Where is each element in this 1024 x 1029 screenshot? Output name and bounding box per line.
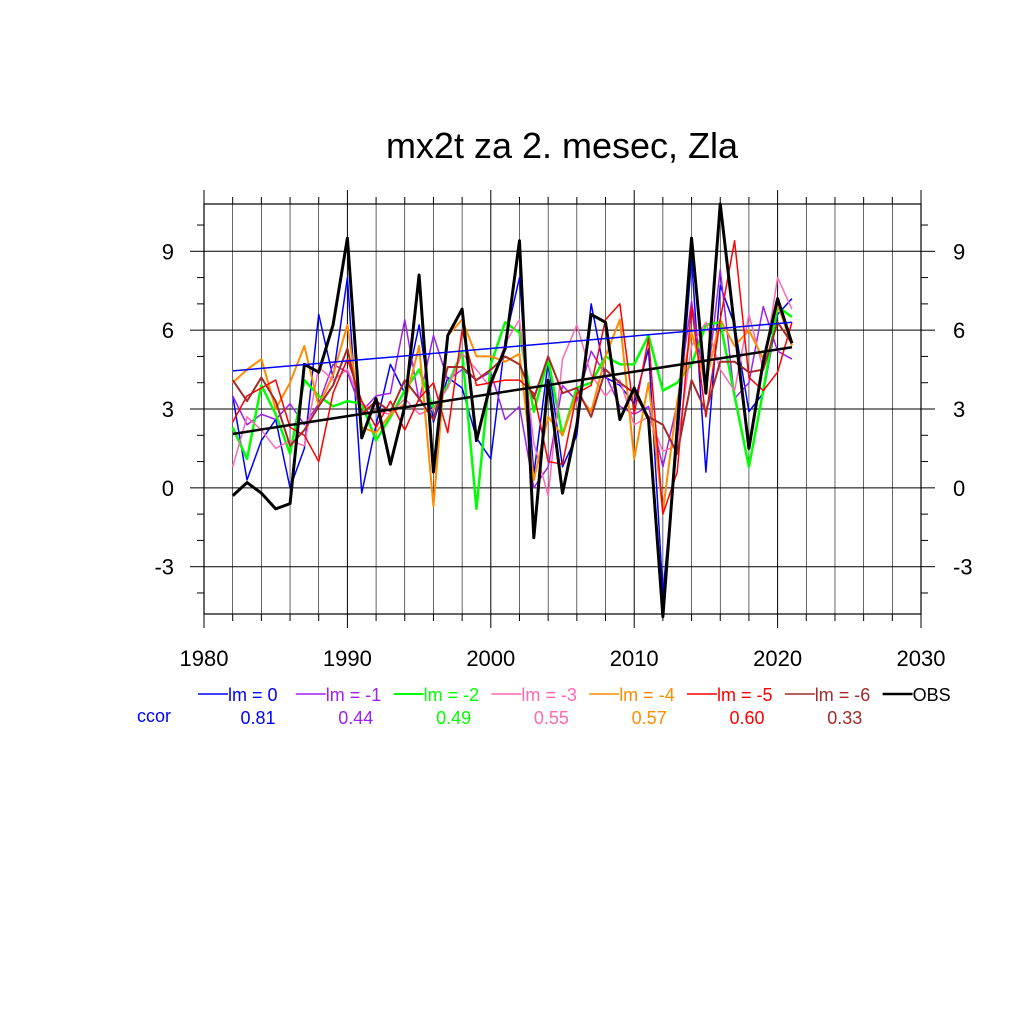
legend-label: lm = -5 [717,685,773,705]
series-line-lm-2 [231,305,793,511]
y-tick-label-right: 0 [953,476,965,501]
series-line-lm-3 [231,276,793,497]
ccor-value: 0.44 [338,708,373,728]
y-tick-label-right: 3 [953,397,965,422]
trend-line-obs [232,346,793,436]
ccor-value: 0.60 [729,708,764,728]
x-tick-label: 1990 [323,646,372,671]
ccor-label: ccor [137,706,171,726]
ccor-value: 0.33 [827,708,862,728]
ccor-value: 0.55 [534,708,569,728]
trend-line-lm-0 [232,321,793,372]
y-tick-label-right: 9 [953,239,965,264]
ccor-value: 0.57 [632,708,667,728]
series-lines [231,202,794,619]
y-tick-label-left: 3 [162,397,174,422]
y-tick-label-left: 0 [162,476,174,501]
x-tick-label: 1980 [180,646,229,671]
x-tick-label: 2030 [897,646,946,671]
x-tick-label: 2020 [753,646,802,671]
axes: -3 -3 0 0 3 3 6 6 9 9 1980 1990 2000 2010 2020 2030 [154,190,973,671]
legend-label: lm = -4 [619,685,675,705]
legend-label: lm = -1 [326,685,382,705]
legend-label: lm = -3 [521,685,577,705]
y-tick-label-left: 6 [162,318,174,343]
ccor-value: 0.49 [436,708,471,728]
legend-label: lm = -2 [424,685,480,705]
y-tick-label-left: -3 [154,555,174,580]
series-line-lm-6 [231,321,793,455]
x-tick-label: 2000 [466,646,515,671]
trend-lines [232,321,793,436]
x-tick-label: 2010 [610,646,659,671]
legend-label: lm = 0 [228,685,278,705]
ccor-value: 0.81 [240,708,275,728]
legend: ccor lm = 0 0.81 lm = -1 0.44 lm = -2 0.49 lm … [137,685,951,728]
chart-title: mx2t za 2. mesec, Zla [386,125,739,166]
legend-label: OBS [913,685,951,705]
legend-label: lm = -6 [815,685,871,705]
y-tick-label-right: 6 [953,318,965,343]
y-tick-label-right: -3 [953,555,973,580]
series-line-obs [231,202,794,619]
y-tick-label-left: 9 [162,239,174,264]
